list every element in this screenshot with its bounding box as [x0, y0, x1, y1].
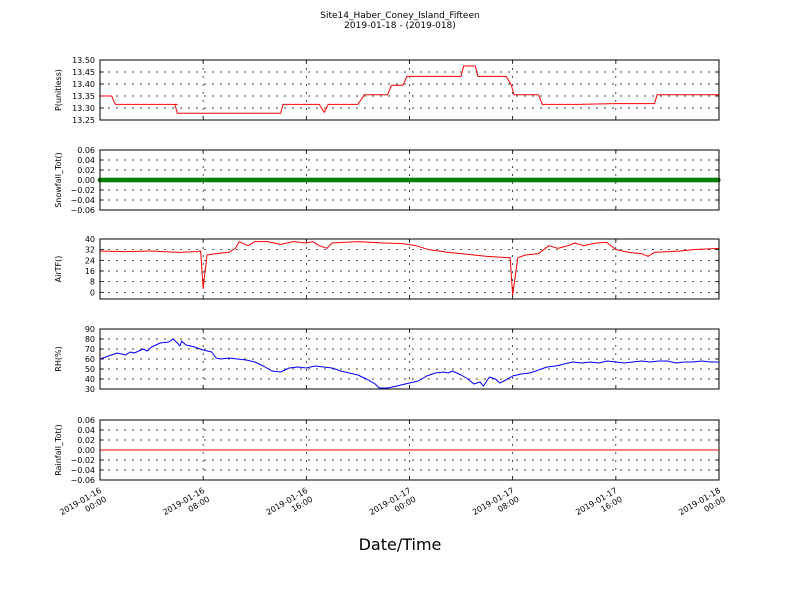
- y-tick-label: 24: [85, 256, 95, 265]
- y-tick-label: 0.00: [77, 176, 95, 185]
- y-tick-label: 0: [90, 288, 95, 297]
- y-tick-label: 13.25: [72, 116, 95, 125]
- panel-frame-rh: [99, 328, 720, 390]
- y-tick-label: 13.45: [72, 68, 95, 77]
- chart-subtitle: 2019-01-18 - (2019-018): [344, 21, 456, 31]
- y-tick-label: 0.06: [77, 146, 95, 155]
- y-tick-label: −0.02: [70, 456, 95, 465]
- y-tick-label: 0.00: [77, 446, 95, 455]
- series-line-p: [100, 65, 719, 114]
- series-line-rh: [99, 338, 719, 389]
- y-axis-label-snow: Snowfall_Tot(): [54, 152, 63, 208]
- y-tick-label: −0.06: [70, 476, 95, 485]
- y-tick-label: −0.04: [70, 466, 95, 475]
- y-tick-label: 30: [85, 385, 95, 394]
- data-point: [715, 177, 721, 183]
- y-tick-label: 13.40: [72, 80, 95, 89]
- panel-frame-airt: [99, 238, 720, 300]
- y-tick-label: 13.35: [72, 92, 95, 101]
- y-tick-label: 13.30: [72, 104, 95, 113]
- y-tick-label: 0.02: [77, 436, 95, 445]
- y-tick-label: −0.04: [70, 196, 95, 205]
- y-tick-label: 40: [85, 375, 95, 384]
- y-axis-label-rh: RH(%): [54, 346, 63, 371]
- panel-frame-snow: [99, 149, 720, 211]
- chart-title: Site14_Haber_Coney_Island_Fifteen: [320, 11, 480, 21]
- panel-frame-rain: [99, 419, 720, 481]
- panel-frame-p: [99, 59, 720, 121]
- y-tick-label: 13.50: [72, 56, 95, 65]
- y-tick-label: 32: [85, 246, 95, 255]
- y-tick-label: 16: [85, 267, 95, 276]
- y-tick-label: 60: [85, 355, 95, 364]
- y-tick-label: 0.02: [77, 166, 95, 175]
- y-tick-label: 0.04: [77, 426, 95, 435]
- y-axis-label-p: P(unitless): [54, 69, 63, 111]
- y-axis-label-airt: AirTF(): [54, 256, 63, 283]
- y-tick-label: 0.06: [77, 416, 95, 425]
- y-tick-label: 90: [85, 325, 95, 334]
- y-tick-label: 50: [85, 365, 95, 374]
- y-axis-label-rain: Rainfall_Tot(): [54, 424, 63, 476]
- x-axis-label: Date/Time: [358, 535, 442, 554]
- y-tick-label: 70: [85, 345, 95, 354]
- y-tick-label: −0.06: [70, 206, 95, 215]
- y-tick-label: 0.04: [77, 156, 95, 165]
- y-tick-label: 80: [85, 335, 95, 344]
- y-tick-label: 40: [85, 235, 95, 244]
- series-line-airt: [99, 241, 720, 296]
- y-tick-label: −0.02: [70, 186, 95, 195]
- y-tick-label: 8: [90, 278, 95, 287]
